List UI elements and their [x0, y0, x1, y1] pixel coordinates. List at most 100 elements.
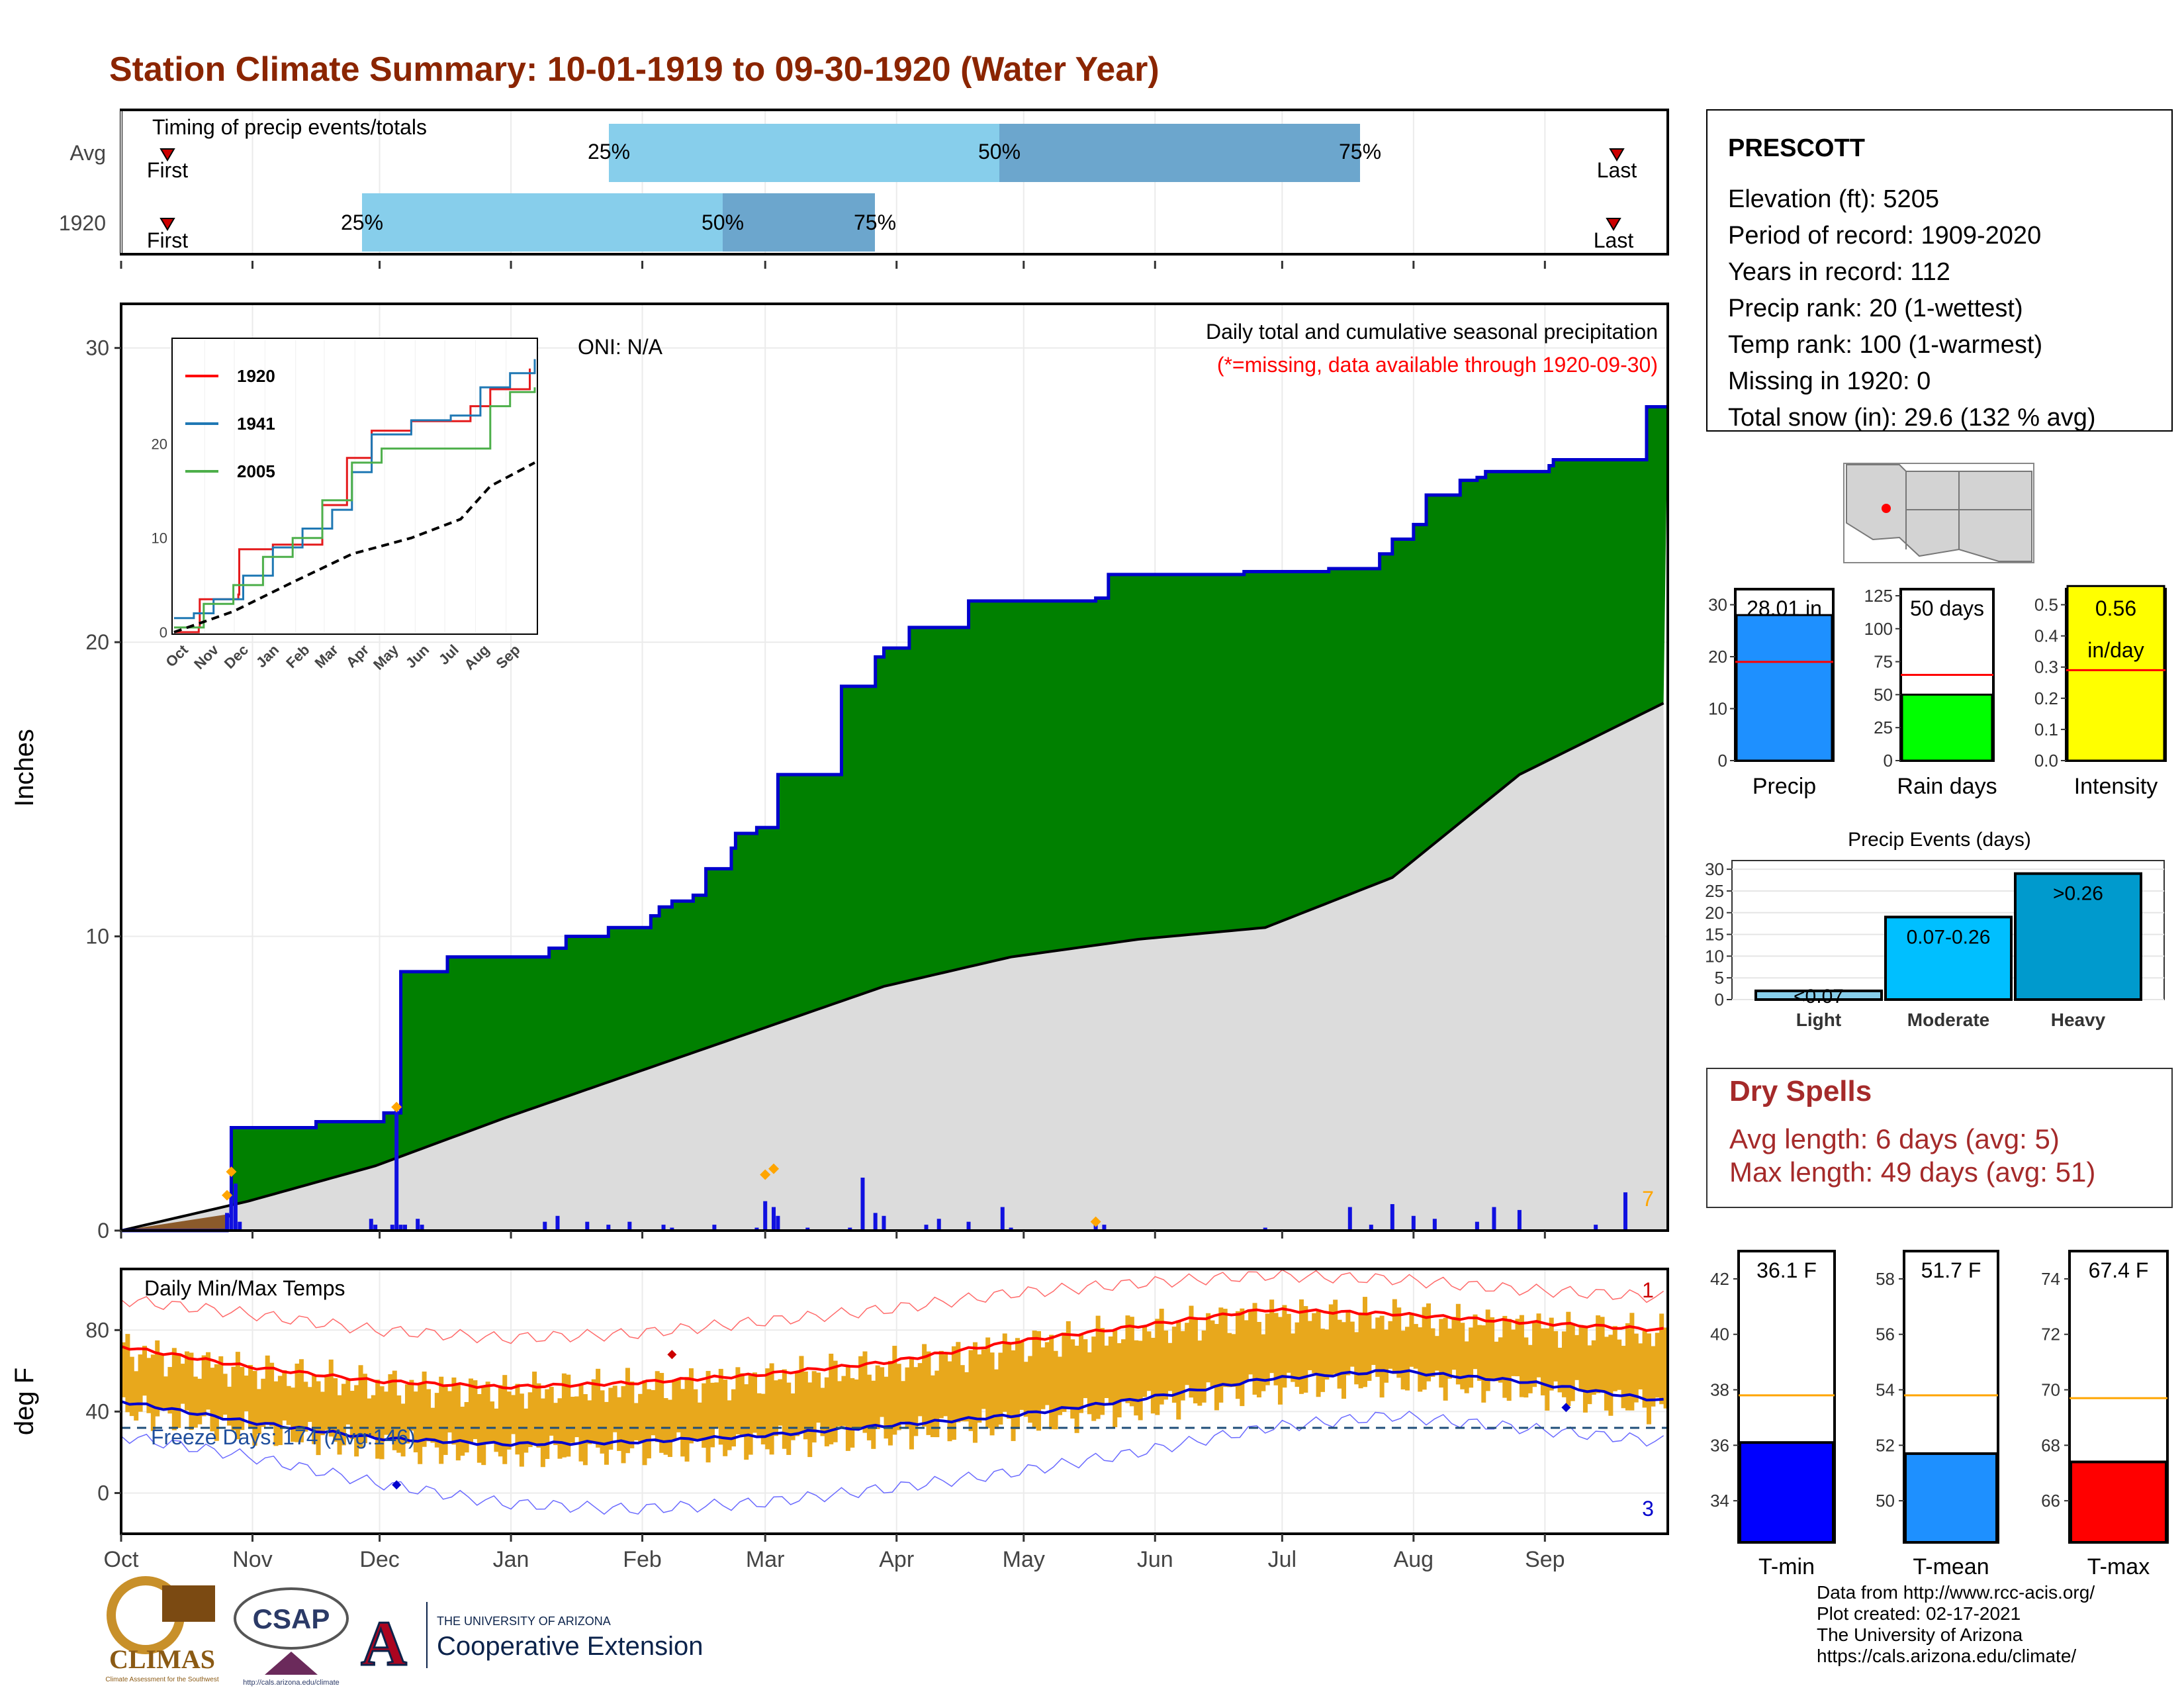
daily-temp-bar: [1646, 1333, 1651, 1425]
precip-panel-subtitle: (*=missing, data available through 1920-…: [1217, 353, 1658, 377]
avg-p25-label: 25%: [588, 140, 630, 164]
snow-marker: [760, 1169, 771, 1180]
credits: Data from http://www.rcc-acis.org/ Plot …: [1817, 1582, 2095, 1666]
daily-temp-bar: [951, 1346, 956, 1440]
daily-temp-bar: [858, 1356, 864, 1429]
daily-precip-bar: [1009, 1227, 1013, 1231]
avg-min-line: [120, 1369, 1664, 1447]
daily-temp-bar: [155, 1340, 160, 1417]
events-bar-label: <0.07: [1794, 986, 1844, 1008]
daily-temp-bar: [566, 1374, 571, 1457]
daily-temp-bar: [1210, 1320, 1215, 1387]
daily-temp-bar: [811, 1371, 817, 1443]
temp-summary-label: T-max: [2087, 1554, 2150, 1579]
daily-temp-bar: [185, 1351, 190, 1411]
daily-temp-bar: [1608, 1335, 1614, 1416]
timing-panel: Timing of precip events/totals Avg 1920 …: [59, 109, 1669, 256]
daily-temp-bar: [277, 1376, 283, 1446]
daily-temp-bar: [1524, 1337, 1529, 1398]
daily-temp-bar: [1049, 1335, 1054, 1430]
summary-bar-ytick-label: 75: [1874, 652, 1893, 672]
daily-temp-bar: [570, 1397, 575, 1443]
daily-temp-bar: [795, 1372, 800, 1436]
daily-temp-bar: [642, 1380, 647, 1466]
events-chart-title: Precip Events (days): [1848, 829, 2031, 851]
daily-precip-bar: [661, 1225, 666, 1231]
daily-temp-bar: [930, 1375, 935, 1438]
daily-temp-bar: [972, 1342, 978, 1443]
record-low-count: 3: [1642, 1497, 1654, 1521]
daily-temp-bar: [210, 1368, 215, 1432]
daily-precip-bar: [555, 1215, 560, 1231]
daily-temp-bar: [1303, 1306, 1308, 1393]
daily-temp-bar: [265, 1355, 270, 1425]
daily-temp-bar: [1091, 1336, 1097, 1421]
events-bar-light: [1754, 989, 1883, 1001]
daily-temp-bar: [1604, 1336, 1609, 1411]
daily-temp-bar: [138, 1354, 143, 1412]
daily-temp-bar: [1116, 1343, 1122, 1418]
temp-summary-bar-t-mean: [1904, 1452, 1998, 1544]
temp-panel-frame: [120, 1268, 1669, 1535]
summary-bar-value: 0.56: [2095, 596, 2136, 620]
daily-temp-bar: [1617, 1339, 1622, 1390]
month-label: Sep: [1525, 1547, 1565, 1572]
daily-temp-bar: [977, 1354, 982, 1423]
snow-marker: [226, 1166, 237, 1178]
daily-precip-bar: [1492, 1207, 1496, 1231]
oni-label: ONI: N/A: [578, 335, 663, 359]
daily-temp-bar: [1494, 1341, 1499, 1382]
daily-temp-bar: [1171, 1327, 1177, 1403]
daily-precip-bar: [1347, 1207, 1352, 1231]
station-info-frame: [1706, 109, 2173, 432]
daily-temp-bar: [1053, 1350, 1058, 1430]
daily-temp-bar: [367, 1398, 372, 1437]
daily-temp-bar: [176, 1355, 181, 1429]
daily-temp-bar: [341, 1383, 346, 1446]
daily-temp-bar: [680, 1389, 686, 1457]
daily-temp-bar: [600, 1390, 605, 1454]
precip-ytick-label: 10: [85, 925, 109, 949]
daily-temp-bar: [303, 1382, 308, 1432]
month-label: May: [1003, 1547, 1045, 1572]
daily-temp-bar: [222, 1374, 228, 1415]
daily-temp-bar: [422, 1371, 427, 1447]
daily-temp-bar: [1379, 1315, 1385, 1398]
daily-precip-bar: [416, 1219, 420, 1231]
daily-temp-bar: [1384, 1329, 1389, 1383]
daily-temp-bar: [769, 1363, 774, 1455]
temp-summary-ytick-label: 40: [1710, 1325, 1729, 1344]
daily-temp-bar: [1206, 1313, 1211, 1383]
daily-temp-bar: [1345, 1311, 1351, 1376]
daily-temp-bar: [998, 1352, 1003, 1425]
daily-temp-bar: [519, 1393, 524, 1467]
daily-temp-bar: [672, 1379, 677, 1440]
precip-panel: 0 10 20 30 Inches Daily total and cumulativ…: [10, 261, 1669, 1243]
daily-temp-bar: [1265, 1313, 1270, 1385]
daily-temp-bar: [545, 1389, 550, 1459]
temp-summary-ytick-label: 66: [2041, 1491, 2060, 1511]
daily-temp-bar: [1621, 1346, 1626, 1409]
daily-temp-bar: [1218, 1307, 1224, 1403]
daily-temp-bar: [481, 1386, 486, 1466]
daily-temp-bar: [1400, 1331, 1406, 1389]
events-ytick-label: 5: [1715, 968, 1724, 988]
month-label: Oct: [104, 1547, 139, 1572]
daily-temp-bar: [1625, 1323, 1630, 1411]
daily-temp-bar: [227, 1386, 232, 1426]
daily-temp-bar: [1655, 1333, 1660, 1398]
daily-temp-bar: [1477, 1325, 1482, 1381]
daily-temp-bar: [1155, 1319, 1160, 1415]
daily-temp-bar: [1392, 1299, 1397, 1374]
daily-precip-bar: [1475, 1221, 1479, 1231]
summary-bar-ytick-label: 30: [1708, 595, 1727, 615]
daily-temp-bar: [1023, 1362, 1028, 1417]
daily-temp-bar: [1540, 1328, 1545, 1395]
daily-temp-bar: [1515, 1319, 1520, 1377]
daily-temp-bar: [1532, 1322, 1537, 1387]
daily-temp-bar: [875, 1365, 880, 1429]
daily-precip-bar: [1369, 1225, 1373, 1231]
daily-temp-bar: [871, 1380, 876, 1449]
events-bar-heavy: [2014, 872, 2142, 1001]
daily-temp-bar: [1074, 1345, 1079, 1433]
